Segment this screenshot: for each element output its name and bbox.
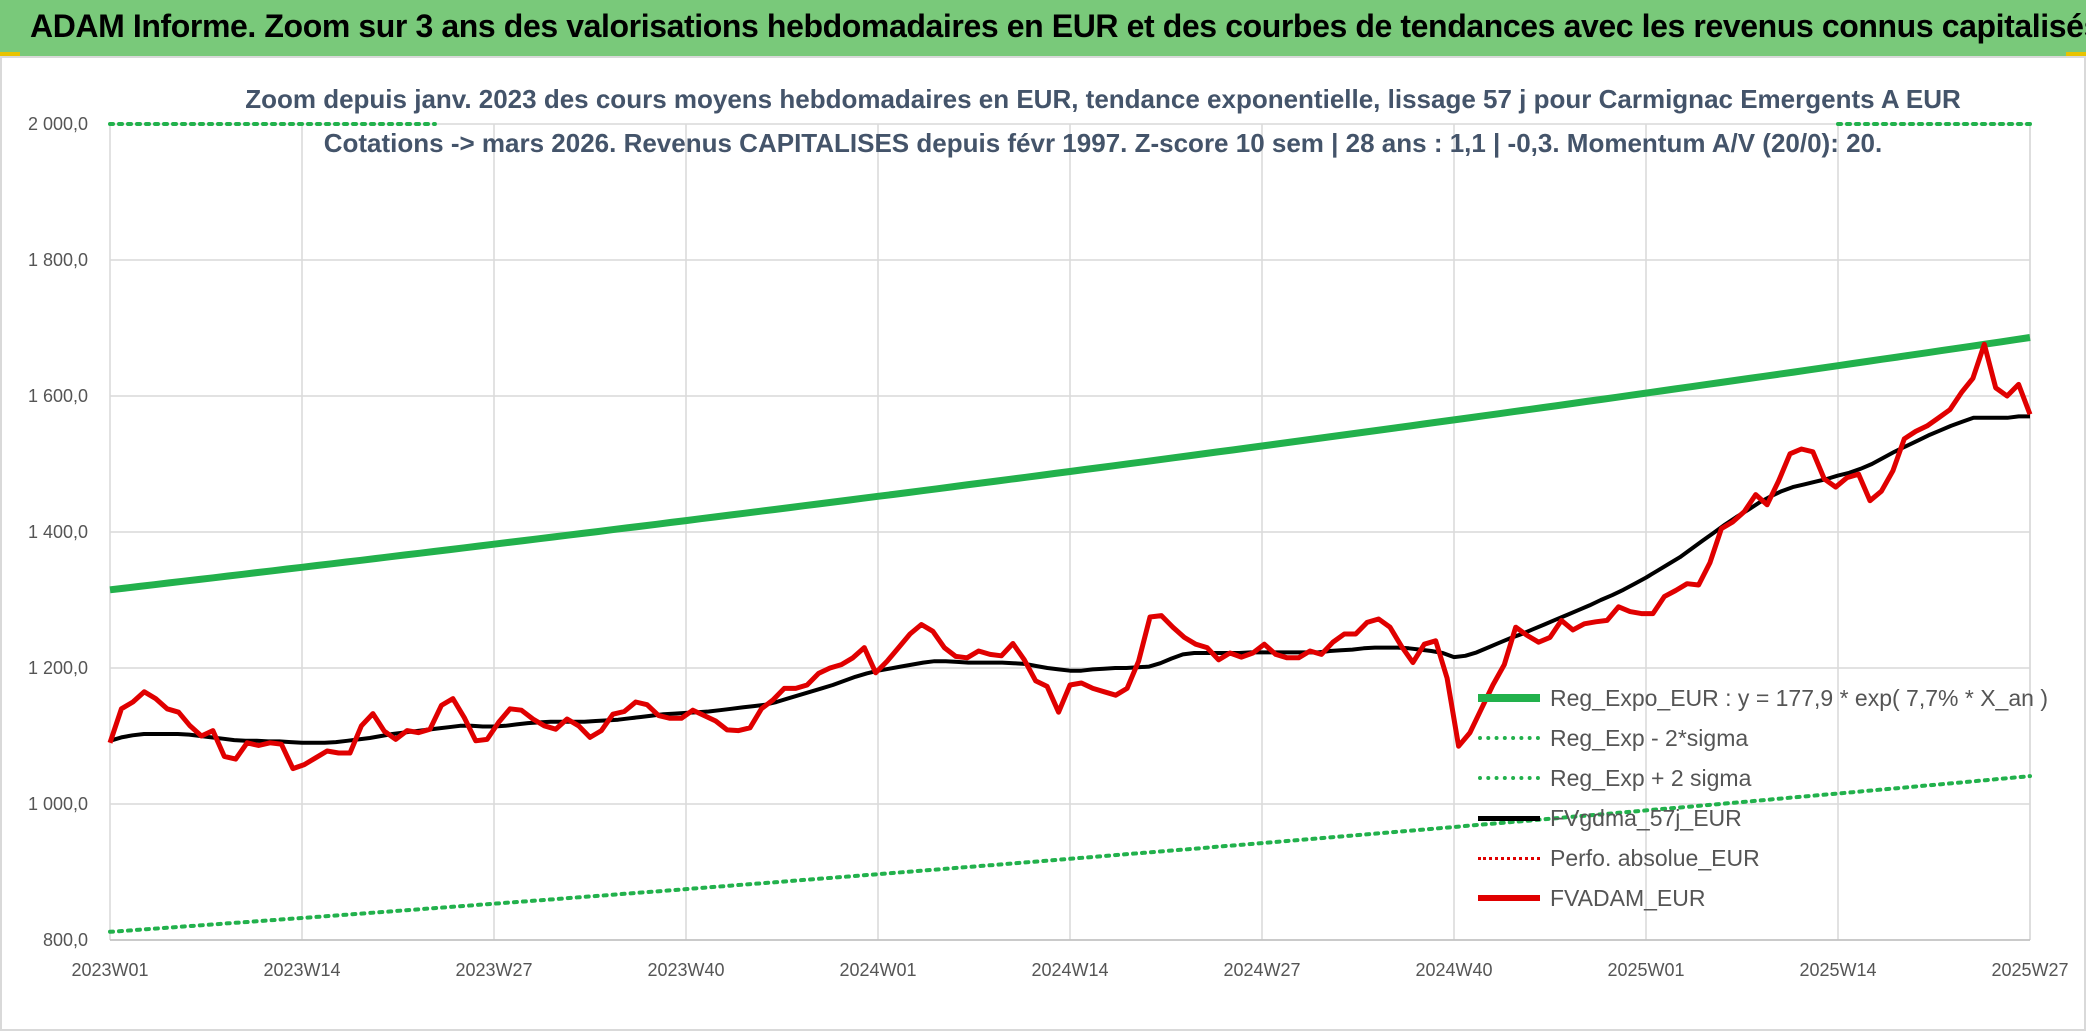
legend-label-reg-exp-plus: Reg_Exp + 2 sigma xyxy=(1550,764,1752,791)
legend-swatch-reg-expo xyxy=(1478,694,1540,702)
legend-item-reg-expo: Reg_Expo_EUR : y = 177,9 * exp( 7,7% * X… xyxy=(1478,678,2048,718)
legend-swatch-fvadam xyxy=(1478,895,1540,901)
legend-label-reg-exp-minus: Reg_Exp - 2*sigma xyxy=(1550,724,1749,751)
x-tick-label: 2025W27 xyxy=(1991,960,2068,980)
banner-accent-right xyxy=(2066,52,2086,57)
x-tick-label: 2024W14 xyxy=(1031,960,1108,980)
x-tick-label: 2024W01 xyxy=(839,960,916,980)
legend-item-reg-exp-minus: Reg_Exp - 2*sigma xyxy=(1478,718,2048,758)
y-tick-label: 800,0 xyxy=(43,930,88,950)
legend-swatch-perfo-absolue xyxy=(1478,856,1540,860)
x-tick-label: 2023W27 xyxy=(455,960,532,980)
legend-item-reg-exp-plus: Reg_Exp + 2 sigma xyxy=(1478,758,2048,798)
y-tick-label: 2 000,0 xyxy=(28,114,88,134)
x-tick-label: 2025W01 xyxy=(1607,960,1684,980)
y-tick-label: 1 600,0 xyxy=(28,386,88,406)
legend-swatch-reg-exp-plus xyxy=(1478,776,1540,780)
x-axis: 2023W01 2023W14 2023W27 2023W40 2024W01 2024W… xyxy=(71,939,2069,980)
chart-grid xyxy=(109,123,2031,941)
y-tick-label: 1 200,0 xyxy=(28,658,88,678)
y-axis: 800,0 1 000,0 1 200,0 1 400,0 1 600,0 1 800,0… xyxy=(28,114,88,950)
series-fvadam-eur xyxy=(107,341,2033,772)
legend-item-fvgdma: FVgdma_57j_EUR xyxy=(1478,798,2048,838)
legend-swatch-fvgdma xyxy=(1478,815,1540,821)
x-tick-label: 2023W14 xyxy=(263,960,340,980)
x-tick-label: 2025W14 xyxy=(1799,960,1876,980)
chart-subtitle: Cotations -> mars 2026. Revenus CAPITALI… xyxy=(323,128,1883,158)
y-tick-label: 1 000,0 xyxy=(28,794,88,814)
chart-series xyxy=(107,122,2033,934)
chart-title: Zoom depuis janv. 2023 des cours moyens … xyxy=(245,84,1961,114)
x-tick-label: 2024W27 xyxy=(1223,960,1300,980)
legend-item-perfo-absolue: Perfo. absolue_EUR xyxy=(1478,838,2048,878)
legend-label-perfo-absolue: Perfo. absolue_EUR xyxy=(1550,844,1760,871)
legend-label-fvadam: FVADAM_EUR xyxy=(1550,884,1706,911)
y-tick-label: 1 400,0 xyxy=(28,522,88,542)
banner-accent-left xyxy=(0,52,20,57)
chart-legend: Reg_Expo_EUR : y = 177,9 * exp( 7,7% * X… xyxy=(1478,678,2048,918)
legend-item-fvadam: FVADAM_EUR xyxy=(1478,878,2048,918)
chart-area xyxy=(0,56,2086,1031)
series-reg-expo-eur xyxy=(109,334,2031,594)
series-reg-exp-minus-2-sigma xyxy=(108,774,2032,934)
legend-label-fvgdma: FVgdma_57j_EUR xyxy=(1550,804,1742,831)
x-tick-label: 2023W01 xyxy=(71,960,148,980)
legend-swatch-reg-exp-minus xyxy=(1478,736,1540,740)
x-tick-label: 2024W40 xyxy=(1415,960,1492,980)
x-tick-label: 2023W40 xyxy=(647,960,724,980)
legend-label-reg-expo: Reg_Expo_EUR : y = 177,9 * exp( 7,7% * X… xyxy=(1550,684,2048,711)
y-tick-label: 1 800,0 xyxy=(28,250,88,270)
report-banner: ADAM Informe. Zoom sur 3 ans des valoris… xyxy=(0,0,2086,56)
report-title: ADAM Informe. Zoom sur 3 ans des valoris… xyxy=(30,8,2086,44)
